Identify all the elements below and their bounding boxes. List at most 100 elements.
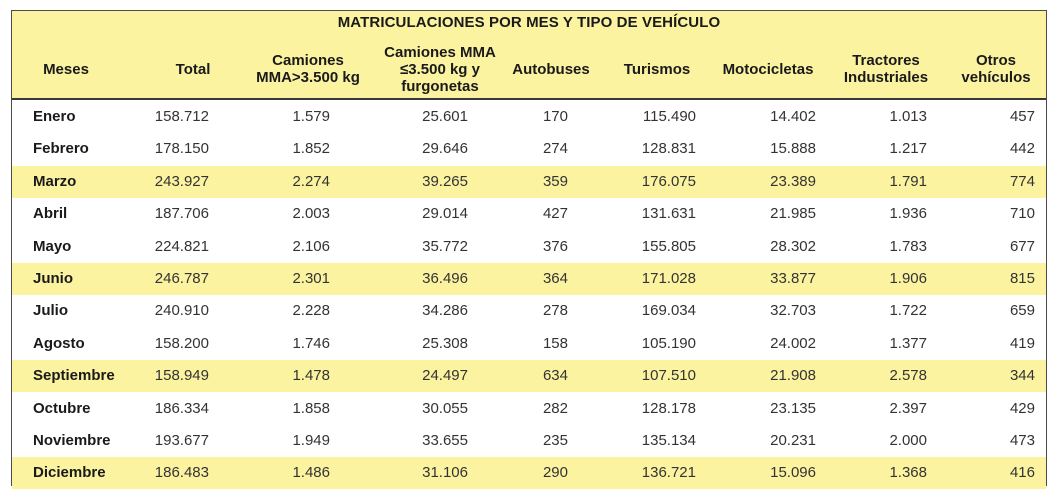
cell-buses: 282: [542, 399, 568, 417]
header-buses: Autobuses: [512, 60, 590, 78]
cell-tractors: 2.578: [889, 367, 927, 385]
cell-motorcycles: 14.402: [770, 108, 816, 125]
cell-tractors: 1.936: [889, 205, 927, 223]
cell-cars: 171.028: [641, 270, 696, 287]
cell-tractors: 1.906: [889, 270, 927, 287]
cell-buses: 634: [542, 367, 568, 385]
header-months: Meses: [43, 60, 89, 78]
cell-trucks-light: 36.496: [422, 270, 468, 287]
cell-cars: 176.075: [641, 172, 696, 190]
cell-buses: 274: [542, 140, 568, 158]
header-other: Otros vehículos: [961, 52, 1031, 86]
cell-motorcycles: 15.888: [770, 140, 816, 158]
cell-trucks-light: 24.497: [422, 367, 468, 385]
cell-trucks-light: 34.286: [422, 302, 468, 320]
cell-trucks-light: 33.655: [422, 432, 468, 449]
cell-total: 243.927: [154, 172, 209, 190]
cell-other: 774: [1009, 172, 1035, 190]
cell-buses: 290: [542, 464, 568, 482]
cell-month: Abril: [33, 205, 68, 223]
cell-month: Marzo: [33, 172, 77, 190]
cell-motorcycles: 21.908: [770, 367, 816, 385]
cell-cars: 107.510: [641, 367, 696, 385]
cell-motorcycles: 23.135: [770, 399, 816, 417]
cell-other: 419: [1009, 334, 1035, 352]
cell-trucks-heavy: 2.301: [292, 270, 330, 287]
cell-total: 246.787: [154, 270, 209, 287]
cell-total: 158.712: [154, 108, 209, 125]
cell-motorcycles: 24.002: [770, 334, 816, 352]
cell-other: 429: [1009, 399, 1035, 417]
cell-month: Noviembre: [33, 432, 111, 449]
cell-trucks-light: 25.308: [422, 334, 468, 352]
cell-trucks-heavy: 1.858: [292, 399, 330, 417]
cell-trucks-heavy: 2.228: [292, 302, 330, 320]
cell-trucks-heavy: 2.106: [292, 237, 330, 255]
cell-cars: 136.721: [641, 464, 696, 482]
cell-other: 659: [1009, 302, 1035, 320]
cell-total: 187.706: [154, 205, 209, 223]
header-tractors: Tractores Industriales: [843, 52, 929, 86]
table-row: Noviembre 193.677 1.949 33.655 235 135.134 20.…: [12, 425, 1046, 457]
cell-other: 344: [1009, 367, 1035, 385]
cell-cars: 128.178: [641, 399, 696, 417]
cell-tractors: 1.377: [889, 334, 927, 352]
cell-buses: 427: [542, 205, 568, 223]
cell-month: Febrero: [33, 140, 89, 158]
cell-buses: 158: [542, 334, 568, 352]
cell-buses: 170: [542, 108, 568, 125]
cell-motorcycles: 21.985: [770, 205, 816, 223]
cell-buses: 364: [542, 270, 568, 287]
cell-total: 158.949: [154, 367, 209, 385]
table-row: Agosto 158.200 1.746 25.308 158 105.190 24.002…: [12, 328, 1046, 360]
cell-trucks-light: 25.601: [422, 108, 468, 125]
header-cars: Turismos: [623, 60, 691, 78]
cell-other: 442: [1009, 140, 1035, 158]
cell-trucks-heavy: 1.949: [292, 432, 330, 449]
cell-tractors: 1.217: [889, 140, 927, 158]
table-row: Septiembre 158.949 1.478 24.497 634 107.510 21…: [12, 360, 1046, 393]
cell-tractors: 2.000: [889, 432, 927, 449]
cell-trucks-heavy: 1.579: [292, 108, 330, 125]
cell-month: Junio: [33, 270, 73, 287]
cell-month: Enero: [33, 108, 76, 125]
cell-cars: 169.034: [641, 302, 696, 320]
table-row: Abril 187.706 2.003 29.014 427 131.631 21.985 1…: [12, 198, 1046, 230]
cell-trucks-light: 31.106: [422, 464, 468, 482]
cell-other: 457: [1009, 108, 1035, 125]
table-row: Enero 158.712 1.579 25.601 170 115.490 14.402 1…: [12, 101, 1046, 133]
cell-trucks-heavy: 1.486: [292, 464, 330, 482]
cell-tractors: 1.368: [889, 464, 927, 482]
cell-trucks-heavy: 1.852: [292, 140, 330, 158]
cell-trucks-heavy: 1.478: [292, 367, 330, 385]
cell-month: Mayo: [33, 237, 72, 255]
cell-cars: 115.490: [642, 108, 696, 125]
cell-other: 416: [1009, 464, 1035, 482]
cell-trucks-light: 35.772: [422, 237, 468, 255]
cell-total: 178.150: [154, 140, 209, 158]
table-row: Diciembre 186.483 1.486 31.106 290 136.721 15.…: [12, 457, 1046, 490]
cell-trucks-heavy: 2.003: [292, 205, 330, 223]
header-total: Total: [175, 60, 211, 78]
table-row: Marzo 243.927 2.274 39.265 359 176.075 23.389 1…: [12, 165, 1046, 198]
cell-tractors: 1.791: [889, 172, 927, 190]
table-row: Febrero 178.150 1.852 29.646 274 128.831 15.88…: [12, 133, 1046, 165]
table-row: Julio 240.910 2.228 34.286 278 169.034 32.703 1…: [12, 295, 1046, 327]
cell-other: 815: [1009, 270, 1035, 287]
cell-month: Diciembre: [33, 464, 106, 482]
cell-buses: 359: [542, 172, 568, 190]
cell-cars: 128.831: [641, 140, 696, 158]
cell-total: 186.334: [154, 399, 209, 417]
cell-motorcycles: 23.389: [770, 172, 816, 190]
cell-trucks-heavy: 2.274: [292, 172, 330, 190]
cell-total: 186.483: [154, 464, 209, 482]
header-trucks-heavy: Camiones MMA>3.500 kg: [256, 52, 360, 86]
registrations-table: MATRICULACIONES POR MES Y TIPO DE VEHÍCU…: [11, 10, 1047, 490]
cell-motorcycles: 15.096: [770, 464, 816, 482]
cell-total: 158.200: [154, 334, 209, 352]
cell-buses: 235: [542, 432, 568, 449]
cell-tractors: 2.397: [889, 399, 927, 417]
cell-cars: 131.631: [641, 205, 696, 223]
header-motorcycles: Motocicletas: [722, 60, 814, 78]
cell-cars: 155.805: [641, 237, 696, 255]
